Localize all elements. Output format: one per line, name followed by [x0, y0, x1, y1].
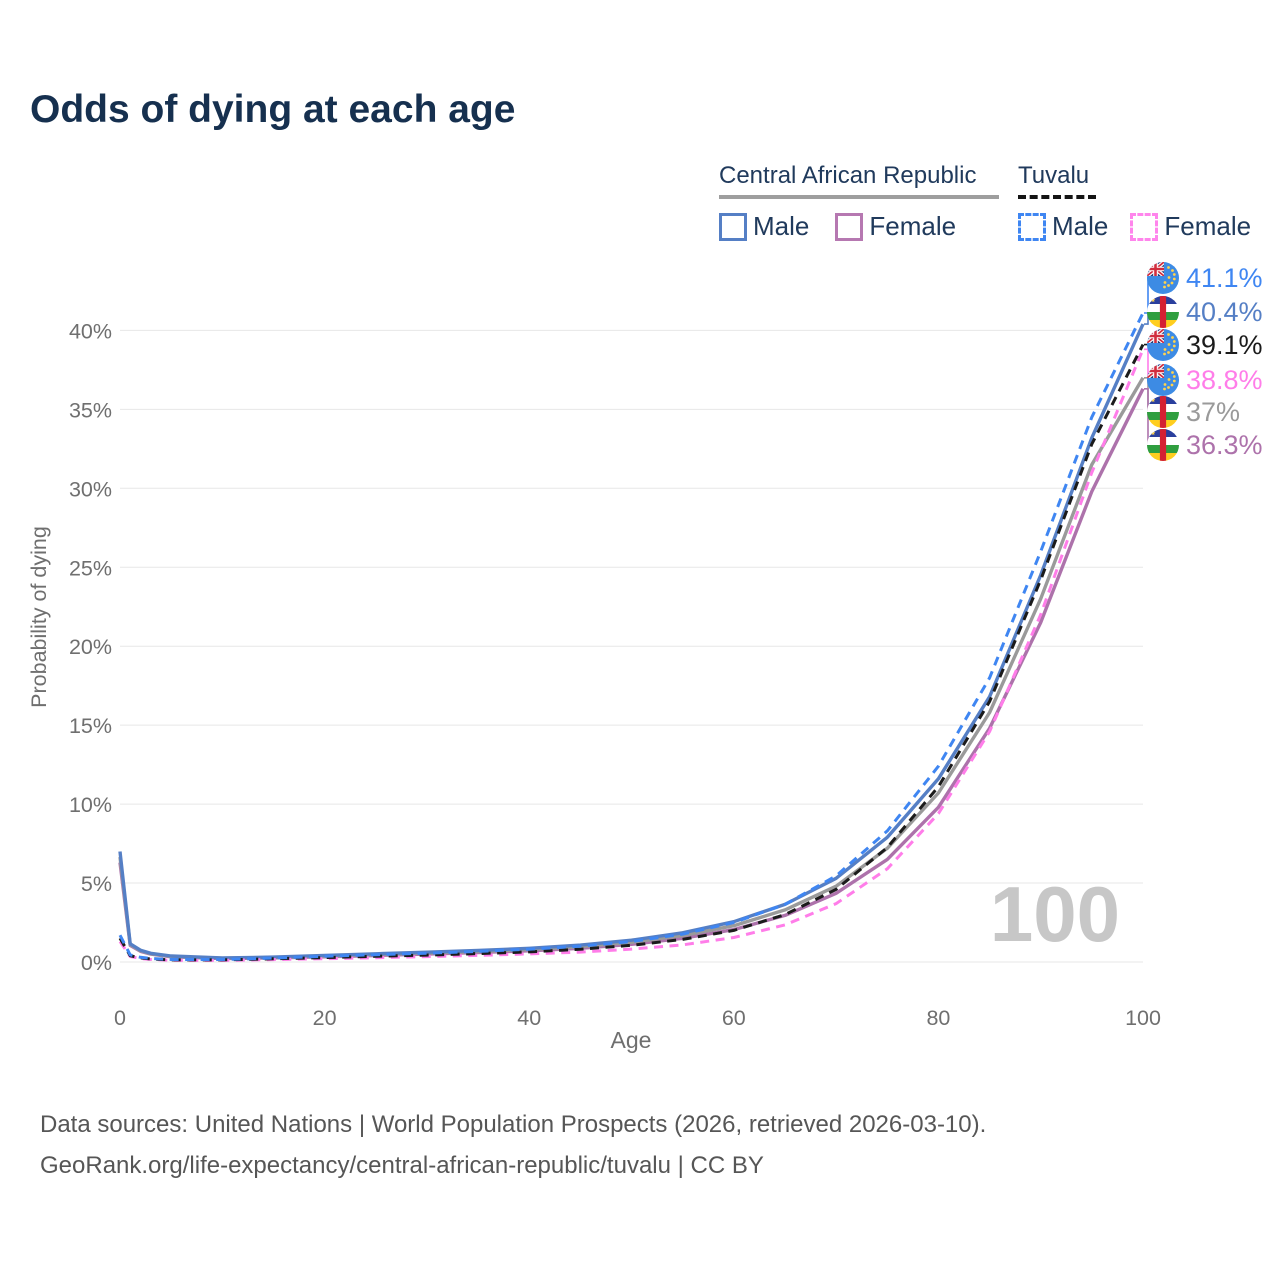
end-label-value: 40.4%	[1186, 297, 1263, 327]
end-label-central-african-republic-total: 37%	[1147, 396, 1240, 428]
legend-item-car-male[interactable]: Male	[719, 211, 809, 242]
legend-line-sample-solid	[719, 195, 999, 199]
legend-group-tuvalu: Tuvalu Male Female	[1018, 162, 1251, 242]
legend-swatch-tuvalu-male	[1018, 212, 1046, 241]
legend-item-tuvalu-male[interactable]: Male	[1018, 211, 1108, 242]
car-flag-icon	[1147, 396, 1179, 428]
age-cursor-watermark: 100	[990, 870, 1120, 958]
source-url-text: GeoRank.org/life-expectancy/central-afri…	[40, 1152, 764, 1179]
end-label-central-african-republic-female: 36.3%	[1147, 429, 1263, 461]
legend-item-label: Female	[1164, 211, 1252, 241]
end-label-value: 39.1%	[1186, 330, 1263, 360]
x-tick-label: 60	[722, 1006, 746, 1030]
y-tick-label: 0%	[81, 951, 112, 975]
tuvalu-flag-icon	[1147, 364, 1179, 396]
end-label-value: 38.8%	[1186, 365, 1263, 395]
end-label-value: 36.3%	[1186, 430, 1263, 460]
y-tick-label: 20%	[69, 635, 112, 659]
tuvalu-flag-icon	[1147, 262, 1179, 294]
legend-item-label: Male	[1052, 211, 1109, 241]
y-tick-label: 40%	[69, 319, 112, 343]
data-sources-text: Data sources: United Nations | World Pop…	[40, 1111, 987, 1138]
end-label-tuvalu-male: 41.1%	[1147, 262, 1263, 294]
y-tick-label: 5%	[81, 872, 112, 896]
legend-group-central-african-republic: Central African Republic Male Female	[719, 162, 999, 242]
y-axis-title: Probability of dying	[27, 526, 51, 708]
end-label-tuvalu-total: 39.1%	[1147, 329, 1263, 361]
tuvalu-flag-icon	[1147, 329, 1179, 361]
x-axis-title: Age	[611, 1027, 652, 1053]
y-tick-label: 10%	[69, 793, 112, 817]
y-tick-label: 15%	[69, 714, 112, 738]
x-tick-label: 20	[313, 1006, 337, 1030]
end-label-value: 37%	[1186, 397, 1240, 427]
page-title: Odds of dying at each age	[30, 88, 516, 131]
legend-swatch-tuvalu-female	[1130, 212, 1159, 241]
y-tick-label: 35%	[69, 398, 112, 422]
x-tick-label: 0	[114, 1006, 126, 1030]
line-central-african-republic-male	[118, 323, 1145, 960]
x-tick-label: 80	[926, 1006, 950, 1030]
legend-swatch-car-female	[835, 212, 864, 241]
x-tick-label: 100	[1125, 1006, 1161, 1030]
chart-footer: Data sources: United Nations | World Pop…	[40, 1104, 986, 1186]
legend-item-car-female[interactable]: Female	[835, 211, 956, 242]
car-flag-icon	[1147, 296, 1179, 328]
legend-swatch-car-male	[719, 212, 747, 241]
legend-item-label: Female	[869, 211, 957, 241]
legend-line-sample-dashed	[1018, 195, 1096, 199]
legend-group-title: Tuvalu	[1018, 162, 1090, 189]
end-label-central-african-republic-male: 40.4%	[1147, 296, 1263, 328]
car-flag-icon	[1147, 429, 1179, 461]
plot-area[interactable]	[120, 283, 1143, 963]
y-tick-label: 30%	[69, 477, 112, 501]
legend-group-title: Central African Republic	[719, 162, 977, 189]
end-label-tuvalu-female: 38.8%	[1147, 364, 1263, 396]
x-tick-label: 40	[517, 1006, 541, 1030]
legend-item-label: Male	[753, 211, 810, 241]
end-label-value: 41.1%	[1186, 263, 1263, 293]
y-tick-label: 25%	[69, 556, 112, 580]
legend-item-tuvalu-female[interactable]: Female	[1130, 211, 1251, 242]
line-tuvalu-female	[118, 348, 1145, 962]
